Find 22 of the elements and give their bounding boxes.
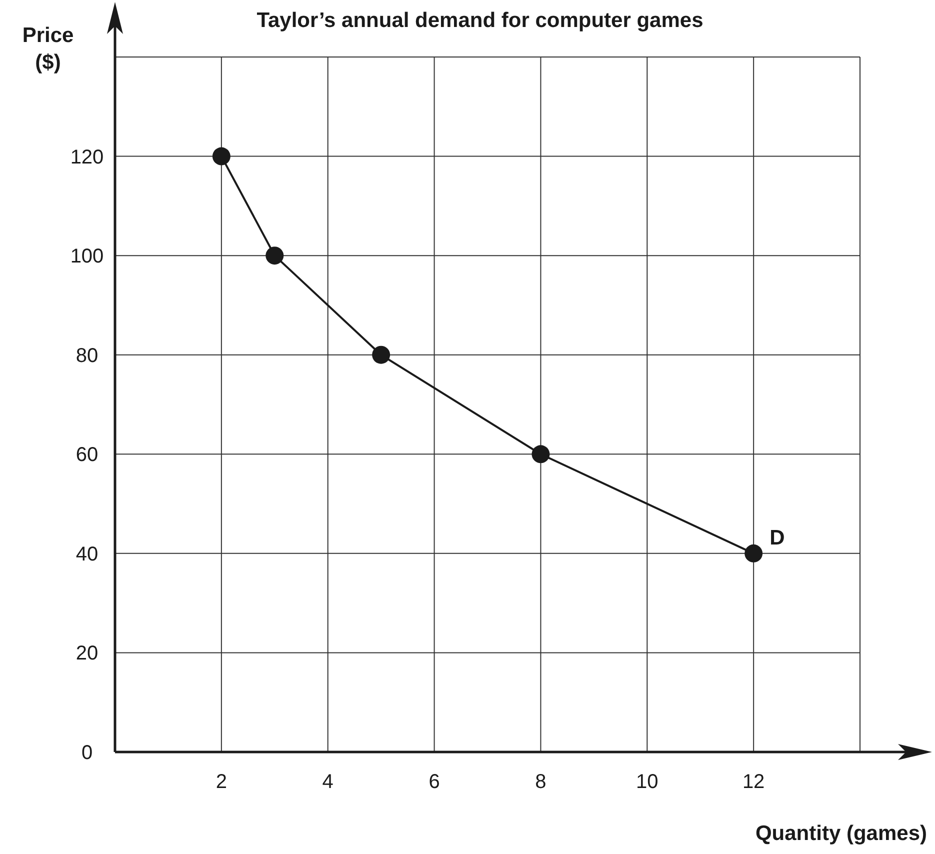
x-tick-label: 2 — [216, 771, 227, 793]
x-tick-label: 6 — [428, 771, 440, 793]
point — [744, 544, 763, 562]
chart-title: Taylor’s annual demand for computer games — [256, 9, 704, 32]
y-tick-label: 100 — [70, 246, 104, 268]
x-tick-label: 12 — [742, 771, 765, 793]
annotation: D — [770, 526, 785, 550]
point — [266, 246, 284, 265]
x-tick-label: 8 — [535, 771, 546, 793]
y-tick-label: 0 — [81, 742, 93, 764]
y-tick-label: 80 — [76, 344, 98, 367]
y-axis-title: Price ($) — [22, 24, 74, 74]
y-tick-label: 40 — [76, 543, 98, 566]
x-tick-label: 10 — [636, 771, 658, 793]
y-tick-label: 120 — [70, 146, 104, 168]
y-tick-label: 20 — [76, 642, 98, 665]
point — [212, 147, 230, 166]
point — [532, 445, 550, 464]
y-tick-label: 60 — [76, 444, 98, 466]
point — [372, 346, 390, 364]
x-tick-label: 4 — [322, 771, 334, 793]
x-axis-title: Quantity (games) — [755, 822, 927, 845]
